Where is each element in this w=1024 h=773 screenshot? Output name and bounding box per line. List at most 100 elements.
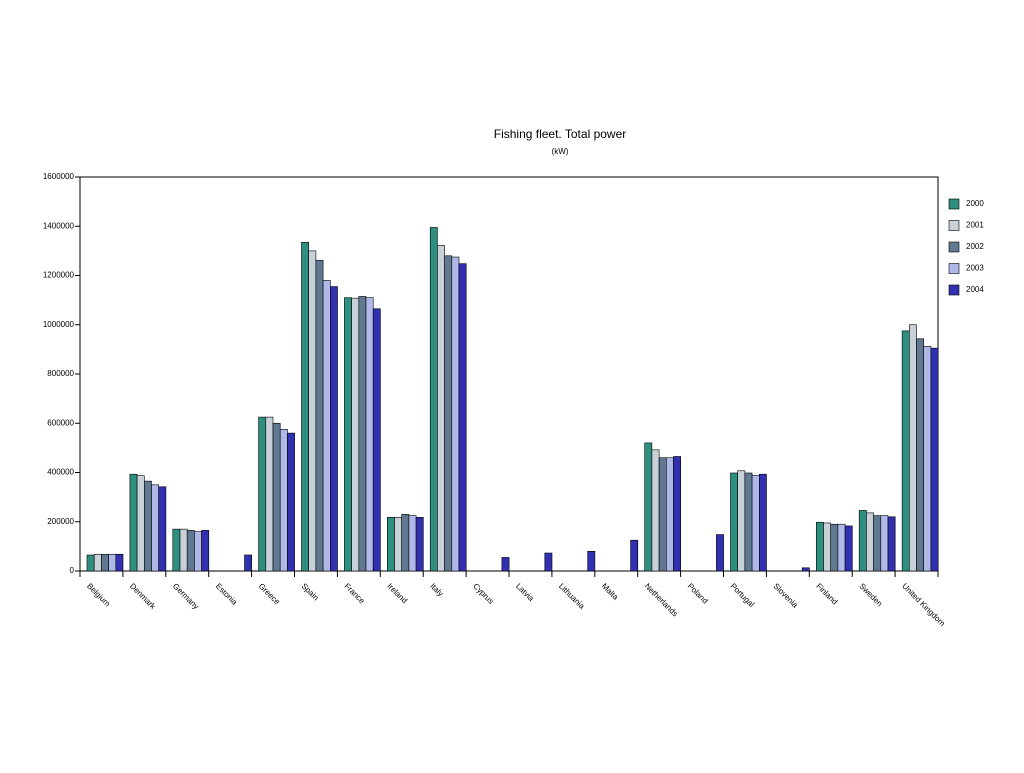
plot-frame (79, 176, 939, 572)
bar (93, 553, 102, 572)
y-tick-label: 1200000 (43, 271, 75, 280)
bar (194, 531, 202, 572)
x-tick-label: Finland (814, 582, 839, 607)
legend-label: 2003 (966, 264, 984, 273)
bar (358, 296, 367, 572)
x-tick-label: Malta (600, 582, 621, 603)
bar (115, 553, 124, 572)
x-tick-label: Italy (428, 582, 445, 599)
bar (351, 297, 360, 572)
y-tick-label: 1400000 (43, 221, 75, 230)
bar (129, 473, 138, 572)
bar (923, 346, 932, 572)
bar (429, 227, 438, 572)
chart-subtitle: (kW) (552, 147, 569, 156)
bar (458, 263, 467, 572)
bar (651, 449, 660, 572)
bar (844, 525, 853, 572)
bar (365, 297, 374, 572)
bar (279, 429, 288, 572)
bar (158, 486, 167, 572)
bar (308, 250, 317, 572)
bar (415, 517, 424, 572)
bar (908, 324, 917, 572)
legend-swatch (948, 241, 960, 253)
x-tick-label: Belgium (85, 582, 112, 609)
bar (108, 553, 117, 572)
legend-swatch (948, 263, 960, 274)
x-tick-label: Poland (686, 582, 710, 606)
bar (301, 241, 309, 572)
x-tick-label: Greece (257, 582, 282, 607)
x-tick-label: Sweden (857, 582, 884, 609)
legend-label: 2004 (966, 285, 984, 294)
legend-label: 2000 (966, 199, 984, 208)
x-tick-label: France (342, 582, 366, 606)
x-tick-label: Estonia (214, 582, 240, 608)
bar (344, 297, 352, 572)
x-tick-label: Cyprus (471, 582, 495, 606)
bar (880, 515, 889, 572)
chart-title: Fishing fleet. Total power (494, 127, 627, 141)
bar (658, 457, 667, 572)
bar (315, 259, 324, 572)
bar (630, 539, 639, 572)
bar (244, 554, 252, 572)
bar (544, 552, 553, 572)
bar (887, 516, 896, 572)
bar (930, 347, 939, 572)
bar (265, 416, 274, 572)
bar (201, 530, 210, 572)
y-tick-label: 800000 (47, 369, 74, 378)
x-tick-label: Lithuania (557, 582, 587, 612)
bar (386, 517, 395, 572)
bar (272, 422, 281, 572)
x-tick-label: Netherlands (643, 582, 680, 619)
bar (322, 280, 331, 572)
bar (101, 553, 109, 572)
y-tick-label: 600000 (47, 418, 74, 427)
bar (186, 530, 195, 572)
bar (287, 432, 295, 572)
bar (815, 521, 824, 572)
bar (873, 515, 882, 572)
bar (716, 534, 724, 572)
x-tick-label: United Kingdom (900, 582, 947, 629)
bar (451, 256, 460, 572)
bar (329, 286, 338, 572)
x-tick-label: Latvia (514, 582, 536, 604)
bar (437, 245, 445, 572)
y-tick-label: 1600000 (43, 172, 75, 181)
bar (916, 338, 924, 572)
bar (858, 510, 867, 572)
y-tick-label: 1000000 (43, 320, 75, 329)
legend-swatch (948, 198, 960, 210)
y-tick-label: 200000 (47, 517, 74, 526)
bar (172, 528, 181, 572)
bar (587, 550, 596, 572)
x-tick-label: Germany (171, 582, 201, 612)
bar (837, 523, 846, 572)
bar (901, 330, 910, 572)
legend-swatch (948, 220, 960, 231)
bar (394, 517, 402, 572)
bar (801, 567, 810, 572)
bar (151, 484, 159, 572)
bar (401, 514, 410, 572)
legend-swatch (948, 284, 960, 296)
bar (830, 523, 839, 572)
bar (144, 480, 152, 572)
bar (258, 416, 267, 572)
bar (644, 442, 653, 572)
bar (372, 308, 381, 572)
legend-label: 2001 (966, 221, 984, 230)
y-tick-label: 0 (70, 566, 75, 575)
bar (665, 457, 674, 572)
x-tick-label: Spain (300, 582, 321, 603)
bar (86, 554, 95, 572)
bar (673, 456, 681, 572)
bar (179, 528, 188, 572)
bar (823, 522, 831, 572)
bar (730, 472, 738, 572)
